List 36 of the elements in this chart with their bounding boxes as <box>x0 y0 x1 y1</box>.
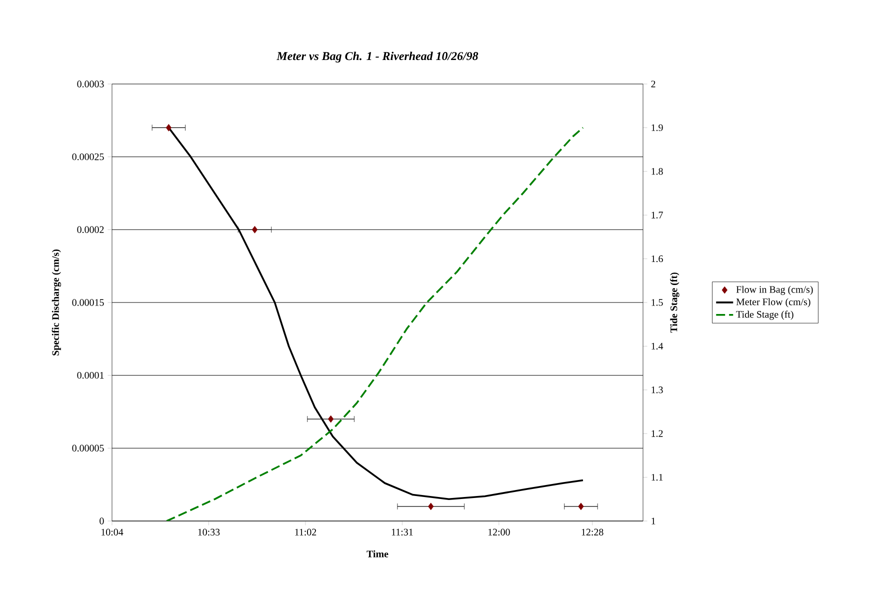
legend-label: Flow in Bag (cm/s) <box>736 286 813 295</box>
legend-label: Meter Flow (cm/s) <box>736 298 810 308</box>
x-axis-title: Time <box>366 550 388 558</box>
y2-tick-label: 2 <box>651 80 656 88</box>
point <box>328 415 334 423</box>
x-tick-label: 12:00 <box>488 528 510 536</box>
y2-tick-label: 1.4 <box>652 342 664 350</box>
y-tick-label: 0.0003 <box>77 80 104 88</box>
y-tick-label: 0.00015 <box>72 299 104 306</box>
y2-tick-label: 1.6 <box>652 255 663 262</box>
y-tick-label: 0 <box>100 518 104 524</box>
y2-tick-label: 1.9 <box>652 124 663 132</box>
y-axis-title: Specific Discharge (cm/s) <box>52 250 62 356</box>
y2-axis-title: Tide Stage (ft) <box>670 272 680 333</box>
point <box>578 502 584 510</box>
x-tick-label: 10:04 <box>102 528 124 536</box>
y-tick-label: 0.0001 <box>77 372 104 379</box>
y2-tick-label: 1 <box>652 518 656 524</box>
legend-label: Tide Stage (ft) <box>736 310 794 320</box>
y2-tick-label: 1.5 <box>652 299 663 306</box>
y2-tick-label: 1.1 <box>652 474 663 481</box>
y2-tick-label: 1.2 <box>652 430 663 437</box>
x-tick-label: 12:28 <box>582 528 604 536</box>
point <box>166 124 172 132</box>
point <box>428 502 434 510</box>
y2-tick-label: 1.3 <box>652 386 663 394</box>
x-tick-label: 11:02 <box>295 528 316 536</box>
chart-title: Meter vs Bag Ch. 1 - Riverhead 10/26/98 <box>276 52 478 63</box>
y-tick-label: 0.00005 <box>72 444 104 452</box>
x-tick-label: 10:33 <box>198 528 220 536</box>
y2-tick-label: 1.7 <box>652 212 663 218</box>
y2-tick-label: 1.8 <box>652 168 663 175</box>
y-tick-label: 0.00025 <box>72 153 104 160</box>
y-tick-label: 0.0002 <box>77 226 104 234</box>
x-tick-label: 11:31 <box>392 528 413 536</box>
point <box>252 226 258 234</box>
